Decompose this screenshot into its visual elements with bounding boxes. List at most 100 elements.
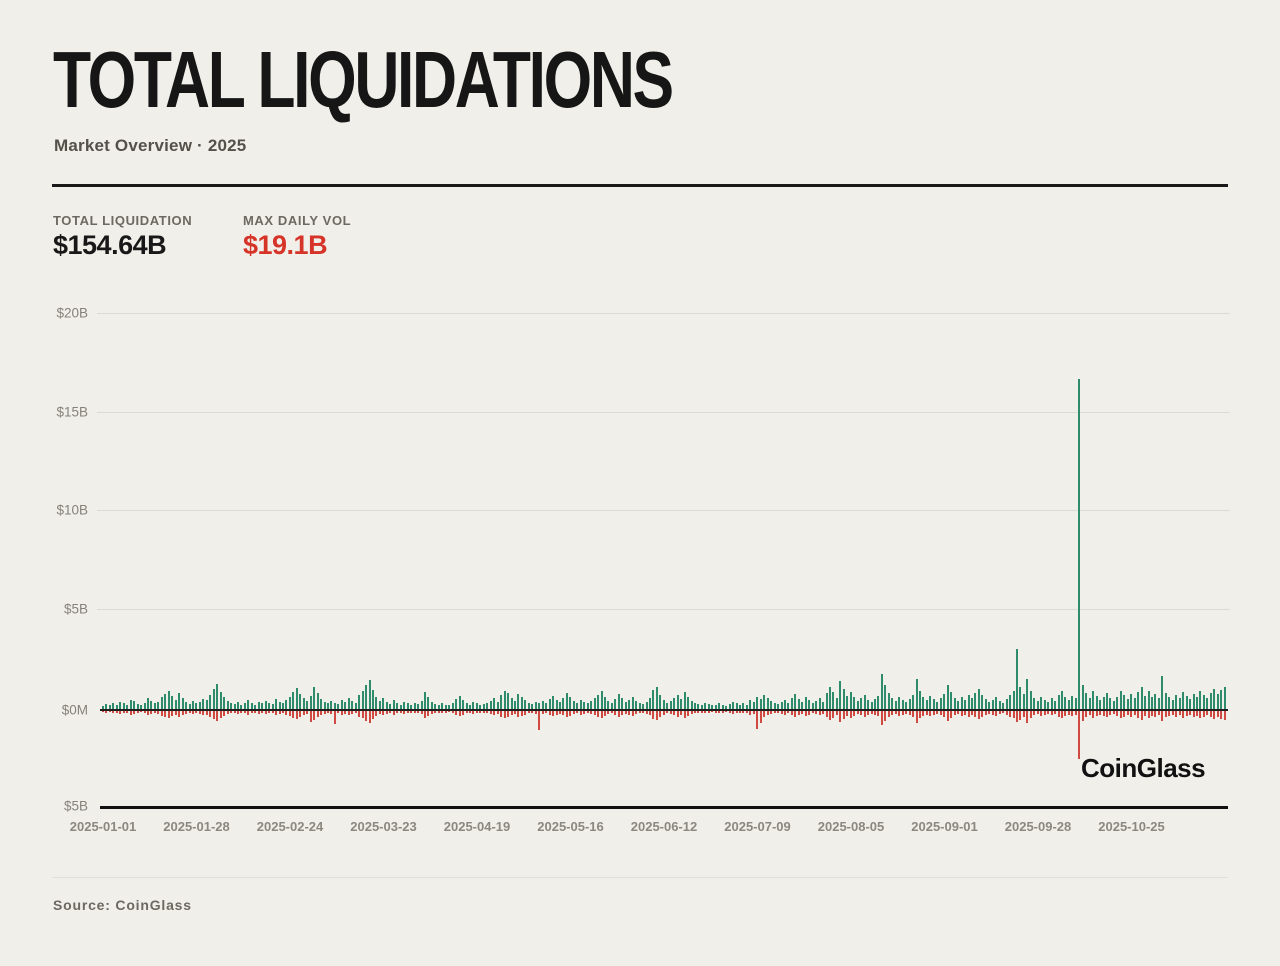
bar-up bbox=[991, 700, 994, 709]
bar-down bbox=[1178, 711, 1181, 716]
bar-down bbox=[974, 711, 977, 718]
bar-down bbox=[894, 711, 897, 715]
bar-down bbox=[773, 711, 776, 714]
bar-up bbox=[347, 698, 350, 709]
y-gridline bbox=[97, 510, 1230, 511]
bar-down bbox=[178, 711, 181, 718]
bar-down bbox=[648, 711, 651, 716]
bar-down bbox=[1182, 711, 1185, 718]
bar-up bbox=[832, 692, 835, 709]
bar-down bbox=[216, 711, 219, 721]
bar-up bbox=[648, 698, 651, 709]
bar-down bbox=[513, 711, 516, 715]
bar-up bbox=[908, 699, 911, 709]
bar-down bbox=[558, 711, 561, 714]
bar-down bbox=[624, 711, 627, 714]
bar-down bbox=[846, 711, 849, 717]
bar-up bbox=[787, 703, 790, 709]
bar-up bbox=[1126, 699, 1129, 709]
bar-up bbox=[652, 690, 655, 709]
bar-up bbox=[707, 704, 710, 709]
bar-down bbox=[112, 711, 115, 714]
coinglass-watermark: CoinGlass bbox=[1081, 753, 1206, 783]
bar-down bbox=[1085, 711, 1088, 718]
bar-down bbox=[1192, 711, 1195, 717]
bar-down bbox=[368, 711, 371, 723]
bar-down bbox=[714, 711, 717, 713]
bar-up bbox=[735, 703, 738, 709]
bar-up bbox=[351, 701, 354, 709]
bar-down bbox=[482, 711, 485, 713]
bar-up bbox=[607, 701, 610, 709]
bar-up bbox=[874, 699, 877, 709]
bar-up bbox=[181, 698, 184, 709]
x-axis-label: 2025-03-23 bbox=[350, 819, 417, 834]
bar-down bbox=[517, 711, 520, 717]
bar-up bbox=[237, 702, 240, 709]
bar-up bbox=[233, 704, 236, 709]
bar-down bbox=[372, 711, 375, 719]
bar-up bbox=[147, 698, 149, 709]
bar-down bbox=[212, 711, 215, 719]
bar-up bbox=[441, 703, 444, 709]
stat-total-liquidation-label: TOTAL LIQUIDATION bbox=[53, 213, 193, 228]
bar-up bbox=[804, 697, 807, 709]
bar-up bbox=[825, 693, 828, 709]
bar-down bbox=[1067, 711, 1070, 715]
bar-down bbox=[489, 711, 492, 715]
bar-down bbox=[600, 711, 603, 719]
bar-up bbox=[1178, 698, 1181, 709]
bar-down bbox=[957, 711, 960, 715]
bar-down bbox=[392, 711, 395, 715]
bar-down bbox=[811, 711, 814, 714]
bar-up bbox=[188, 704, 191, 709]
bar-up bbox=[198, 702, 201, 709]
bar-down bbox=[1033, 711, 1036, 716]
bar-down bbox=[316, 711, 319, 718]
bar-down bbox=[174, 711, 177, 715]
bar-up bbox=[714, 704, 717, 709]
bar-up bbox=[534, 702, 537, 709]
bar-down bbox=[784, 711, 786, 715]
bar-up bbox=[1033, 698, 1036, 709]
bar-up bbox=[936, 702, 939, 709]
bar-down bbox=[880, 711, 883, 725]
bar-up bbox=[846, 696, 849, 709]
bar-down bbox=[756, 711, 759, 729]
bar-down bbox=[943, 711, 946, 717]
bar-down bbox=[503, 711, 506, 719]
bar-down bbox=[953, 711, 956, 716]
bar-down bbox=[1147, 711, 1150, 719]
bar-down bbox=[572, 711, 575, 715]
stat-max-daily-vol-value: $19.1B bbox=[243, 230, 328, 260]
bar-down bbox=[991, 711, 994, 715]
bar-up bbox=[932, 699, 935, 709]
bar-down bbox=[842, 711, 845, 719]
bar-up bbox=[1036, 701, 1039, 709]
y-axis-label: $0M bbox=[61, 702, 88, 718]
bar-down bbox=[205, 711, 208, 715]
bar-down bbox=[576, 711, 579, 714]
bar-up bbox=[777, 704, 780, 709]
bar-down bbox=[787, 711, 790, 714]
bar-up bbox=[257, 702, 260, 709]
bar-down bbox=[1171, 711, 1174, 715]
bar-up bbox=[558, 702, 561, 709]
bar-down bbox=[732, 711, 735, 714]
bar-down bbox=[628, 711, 631, 715]
bar-down bbox=[1071, 711, 1074, 717]
bar-up bbox=[590, 701, 593, 709]
bar-down bbox=[891, 711, 894, 716]
bar-down bbox=[898, 711, 901, 716]
bar-down bbox=[1074, 711, 1077, 716]
bar-down bbox=[375, 711, 378, 716]
bar-down bbox=[441, 711, 444, 714]
bar-down bbox=[458, 711, 461, 717]
bar-up bbox=[669, 701, 672, 709]
bar-down bbox=[150, 711, 153, 715]
bar-down bbox=[223, 711, 226, 716]
bar-up bbox=[1116, 697, 1119, 709]
bar-up bbox=[306, 701, 309, 709]
bar-up bbox=[271, 704, 274, 709]
bar-down bbox=[777, 711, 780, 713]
